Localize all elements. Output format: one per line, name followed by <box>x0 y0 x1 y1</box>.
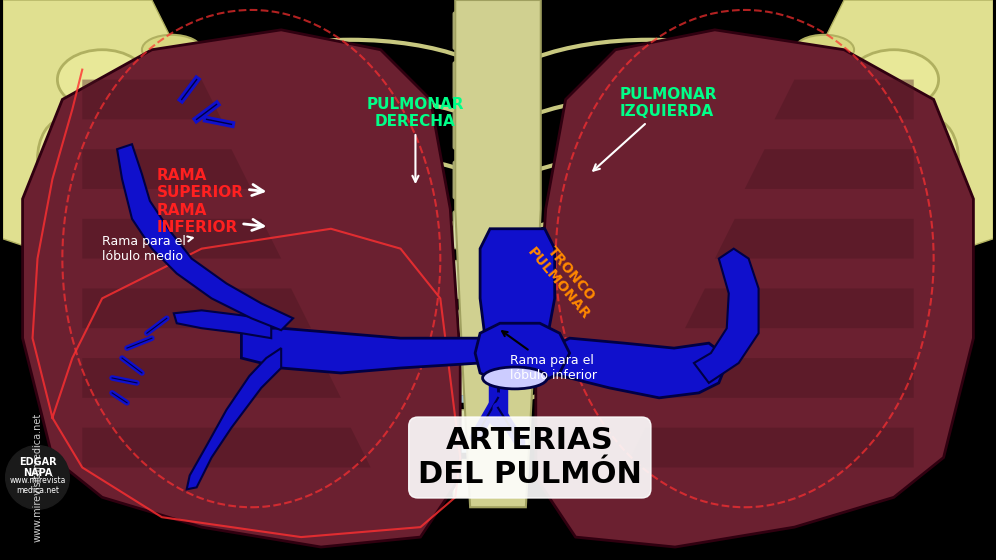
Bar <box>460 445 500 451</box>
Polygon shape <box>83 80 221 119</box>
Ellipse shape <box>850 50 938 109</box>
FancyBboxPatch shape <box>453 211 507 249</box>
FancyBboxPatch shape <box>453 111 507 149</box>
Text: RAMA
SUPERIOR: RAMA SUPERIOR <box>156 168 263 200</box>
Polygon shape <box>83 288 311 328</box>
Polygon shape <box>3 0 201 259</box>
Polygon shape <box>455 0 541 507</box>
Polygon shape <box>655 358 913 398</box>
Polygon shape <box>550 338 729 398</box>
Ellipse shape <box>908 119 958 199</box>
Polygon shape <box>625 428 913 468</box>
Polygon shape <box>173 310 271 338</box>
Bar <box>460 196 500 203</box>
Polygon shape <box>241 328 480 373</box>
Polygon shape <box>480 228 555 378</box>
Polygon shape <box>694 249 759 383</box>
Ellipse shape <box>142 35 201 64</box>
Text: EDGAR
NAPA: EDGAR NAPA <box>19 456 57 478</box>
Bar <box>460 395 500 402</box>
Polygon shape <box>83 358 341 398</box>
Text: www.mirevisitamedica.net: www.mirevisitamedica.net <box>33 413 43 542</box>
Polygon shape <box>715 219 913 259</box>
Polygon shape <box>685 288 913 328</box>
Text: Rama para el
lóbulo medio: Rama para el lóbulo medio <box>103 235 193 263</box>
Polygon shape <box>23 30 460 547</box>
Polygon shape <box>775 80 913 119</box>
FancyBboxPatch shape <box>453 410 507 447</box>
Polygon shape <box>83 219 281 259</box>
Polygon shape <box>83 428 371 468</box>
Polygon shape <box>83 149 251 189</box>
Bar <box>460 246 500 253</box>
Ellipse shape <box>58 50 146 109</box>
Polygon shape <box>186 348 281 489</box>
Ellipse shape <box>483 367 547 389</box>
FancyBboxPatch shape <box>453 12 507 50</box>
Bar <box>460 146 500 153</box>
Polygon shape <box>118 144 293 330</box>
Text: Rama para el
lóbulo inferior: Rama para el lóbulo inferior <box>502 331 597 382</box>
Text: PULMONAR
DERECHA: PULMONAR DERECHA <box>367 97 464 182</box>
Polygon shape <box>475 323 570 383</box>
Bar <box>460 345 500 352</box>
Text: ARTERIAS
DEL PULMÓN: ARTERIAS DEL PULMÓN <box>418 426 641 489</box>
Polygon shape <box>795 0 993 259</box>
FancyBboxPatch shape <box>453 310 507 348</box>
Ellipse shape <box>795 35 854 64</box>
Ellipse shape <box>38 119 88 199</box>
FancyBboxPatch shape <box>453 161 507 199</box>
Bar <box>460 46 500 54</box>
FancyBboxPatch shape <box>453 460 507 497</box>
Circle shape <box>6 446 70 509</box>
FancyBboxPatch shape <box>453 62 507 100</box>
Text: RAMA
INFERIOR: RAMA INFERIOR <box>156 203 263 235</box>
Polygon shape <box>536 30 973 547</box>
Text: www.mirevista
medica.net: www.mirevista medica.net <box>9 475 66 495</box>
FancyBboxPatch shape <box>453 260 507 298</box>
Polygon shape <box>745 149 913 189</box>
FancyBboxPatch shape <box>453 360 507 398</box>
Text: TRONCO
PULMONAR: TRONCO PULMONAR <box>525 235 605 323</box>
Bar <box>460 96 500 104</box>
Bar <box>460 295 500 302</box>
Text: PULMONAR
IZQUIERDA: PULMONAR IZQUIERDA <box>594 87 717 171</box>
